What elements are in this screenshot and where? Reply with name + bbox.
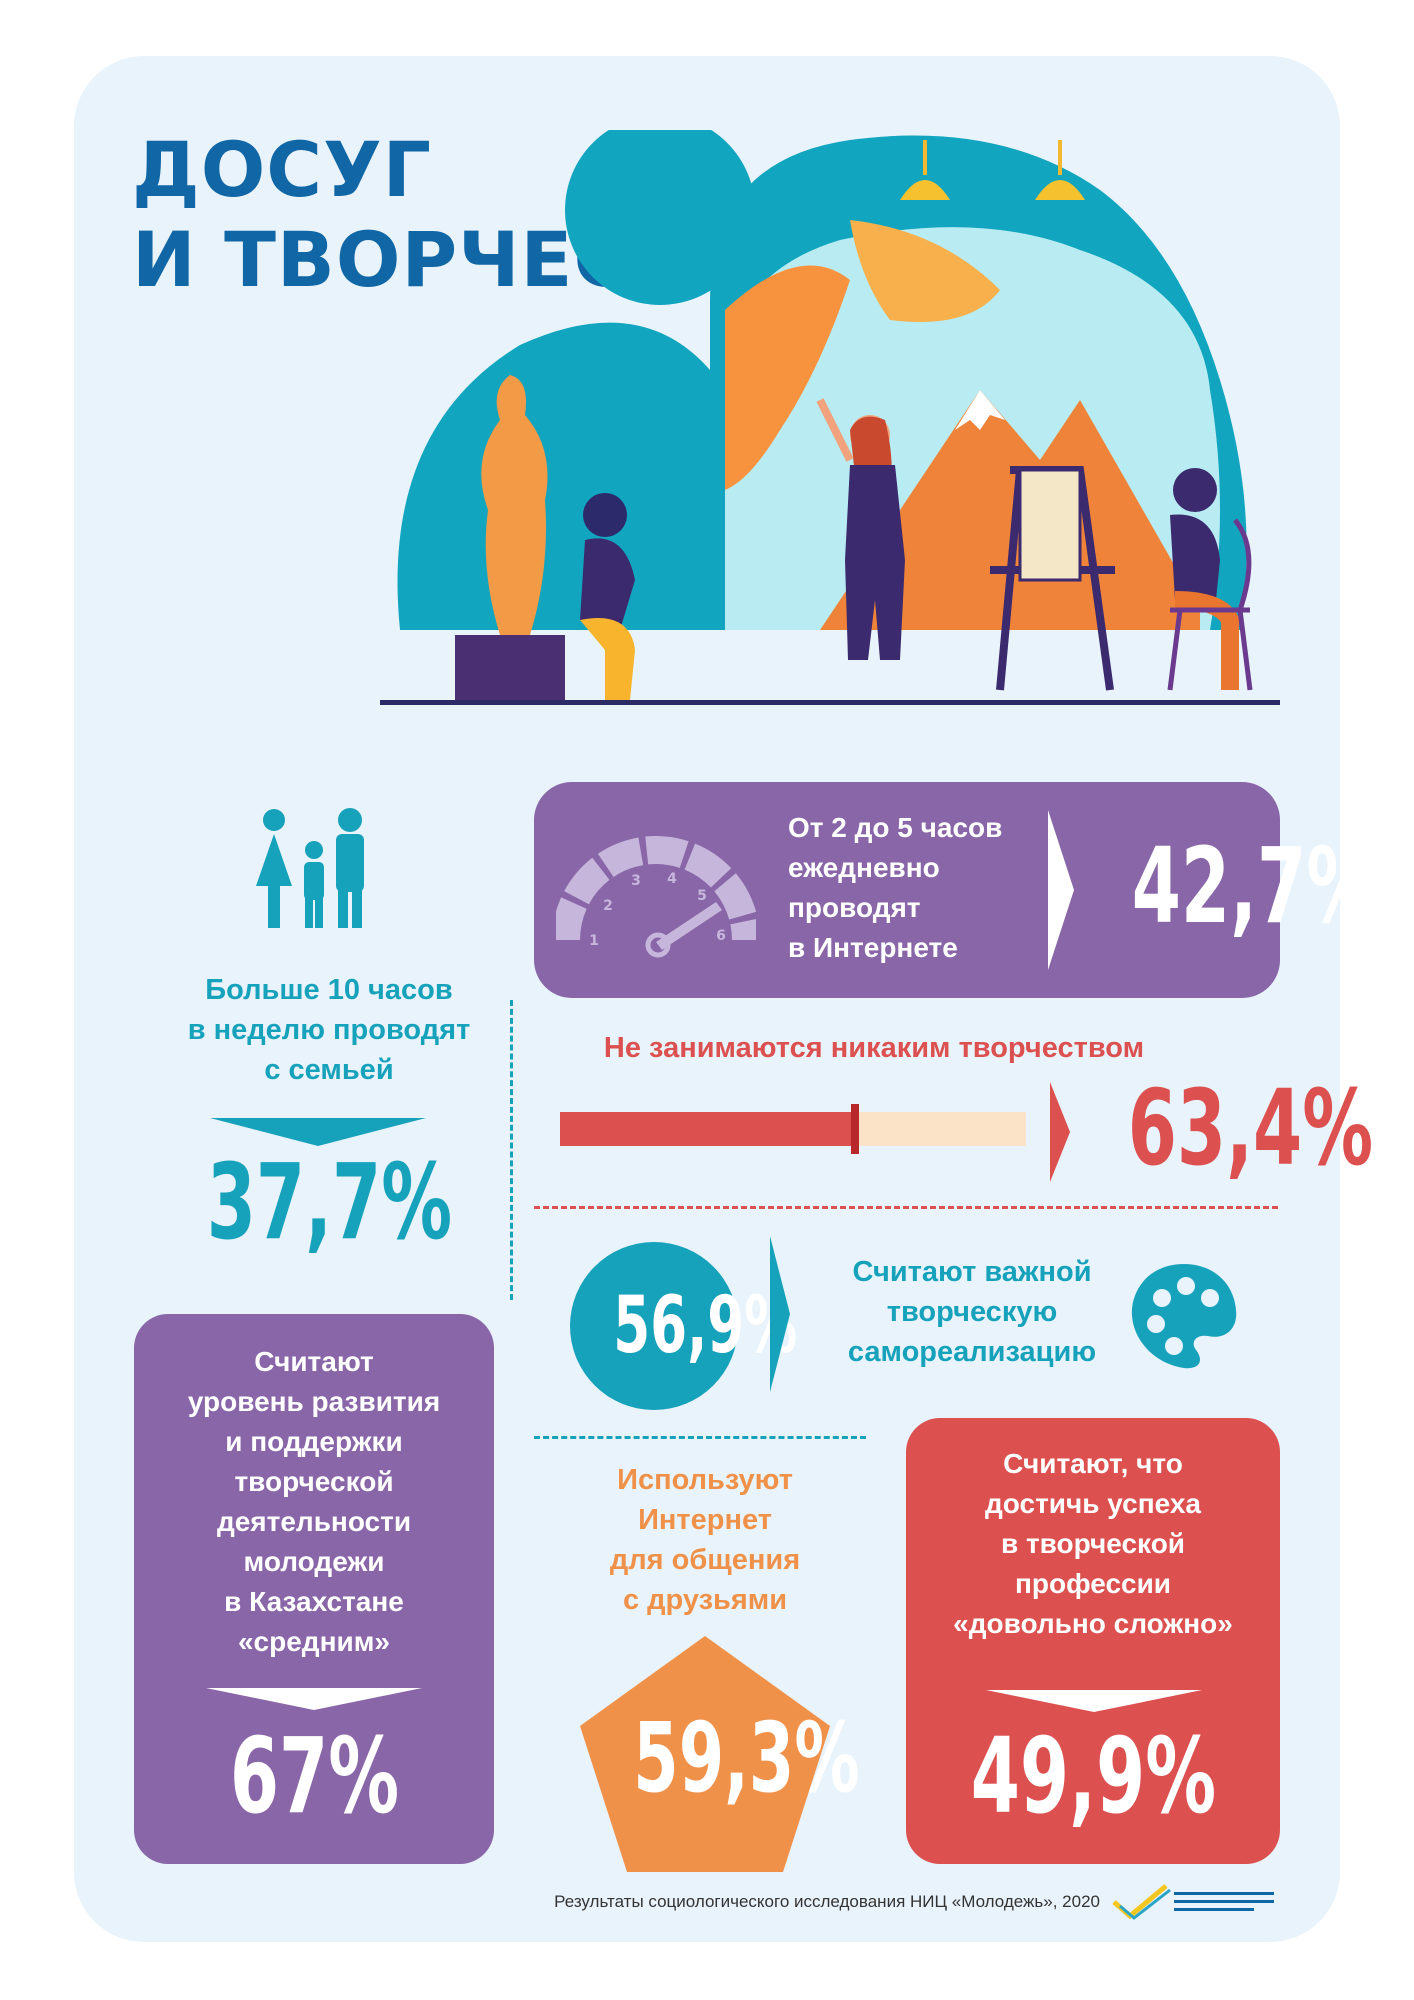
orange-shape — [850, 220, 1000, 322]
sculptor-body — [580, 538, 635, 630]
gauge-tick-2: 2 — [603, 898, 613, 914]
internet-time-text: От 2 до 5 часов ежедневно проводят в Инт… — [788, 812, 1003, 963]
gauge-tick-6: 6 — [716, 928, 726, 944]
no-creativity-value: 63,4% — [1127, 1067, 1374, 1189]
title-line-1: ДОСУГ — [132, 125, 433, 214]
support-level-text: Считают уровень развития и поддержки тво… — [187, 1346, 441, 1657]
family-icon — [256, 808, 364, 928]
no-creativity-arrow-icon — [1050, 1082, 1070, 1182]
lamp-1-icon — [900, 180, 950, 200]
family-text: Больше 10 часов в неделю проводят с семь… — [187, 974, 471, 1086]
red-divider — [534, 1206, 1278, 1209]
internet-friends-value: 59,3% — [633, 1702, 860, 1814]
seated-painter-body — [1170, 514, 1220, 610]
lamp-2-icon — [1035, 180, 1085, 200]
blob-left — [397, 322, 720, 630]
no-creativity-text: Не занимаются никаким творчеством — [603, 1032, 1145, 1064]
statue — [481, 375, 548, 635]
internet-friends-pentagon — [580, 1636, 830, 1872]
success-hard-arrow-icon — [986, 1690, 1202, 1712]
sculptor-legs — [580, 618, 635, 700]
internet-time-box: 1 2 3 4 5 6 От 2 до 5 часов ежедневно пр… — [534, 782, 1377, 998]
internet-friends-text: Используют Интернет для общения с друзья… — [609, 1464, 801, 1616]
gauge-tick-3: 3 — [631, 873, 641, 889]
research-center-logo — [1112, 1884, 1274, 1920]
self-realization-value: 56,9% — [613, 1281, 798, 1371]
hero-illustration — [380, 130, 1280, 705]
no-creativity-bar-track — [560, 1104, 1026, 1154]
pedestal — [455, 635, 565, 700]
no-creativity-bar-fill — [560, 1112, 856, 1146]
support-level-arrow-icon — [206, 1688, 422, 1710]
teal-divider — [534, 1436, 866, 1439]
self-realization-circle: 56,9% — [570, 1242, 797, 1410]
palette-icon — [1131, 1264, 1237, 1369]
footer-source: Результаты социологического исследования… — [554, 1892, 1100, 1911]
mountain-snow — [955, 390, 1005, 430]
gauge-icon: 1 2 3 4 5 6 — [556, 836, 756, 958]
support-level-box: Считают уровень развития и поддержки тво… — [134, 1314, 494, 1864]
self-realization-arrow-icon — [770, 1236, 790, 1392]
success-hard-box: Считают, что достичь успеха в творческой… — [906, 1418, 1280, 1864]
painter-legs — [845, 560, 905, 660]
seated-painter-head — [1173, 468, 1217, 512]
canvas-board — [1018, 468, 1082, 582]
painter-arm — [816, 398, 854, 462]
internet-time-value: 42,7% — [1131, 825, 1378, 947]
gauge-needle — [656, 902, 722, 950]
gauge-tick-1: 1 — [589, 933, 599, 949]
painter-body — [845, 465, 905, 560]
gauge-tick-4: 4 — [667, 871, 677, 887]
success-hard-text: Считают, что достичь успеха в творческой… — [953, 1448, 1233, 1639]
orange-curtain — [725, 265, 850, 490]
support-level-value: 67% — [229, 1715, 399, 1837]
family-value: 37,7% — [206, 1141, 452, 1263]
gauge-tick-5: 5 — [697, 888, 707, 904]
blob-circle-top — [565, 130, 755, 305]
success-hard-value: 49,9% — [970, 1715, 1216, 1837]
ground-line — [380, 700, 1280, 705]
sculptor-head — [583, 493, 627, 537]
no-creativity-bar-marker — [851, 1104, 860, 1154]
seated-painter-legs — [1174, 591, 1239, 690]
vertical-divider — [510, 1000, 513, 1300]
family-arrow-icon — [210, 1118, 426, 1146]
internet-time-arrow-icon — [1048, 810, 1074, 970]
self-realization-text: Считают важной творческую самореализацию — [847, 1256, 1097, 1368]
chair — [1167, 518, 1253, 691]
